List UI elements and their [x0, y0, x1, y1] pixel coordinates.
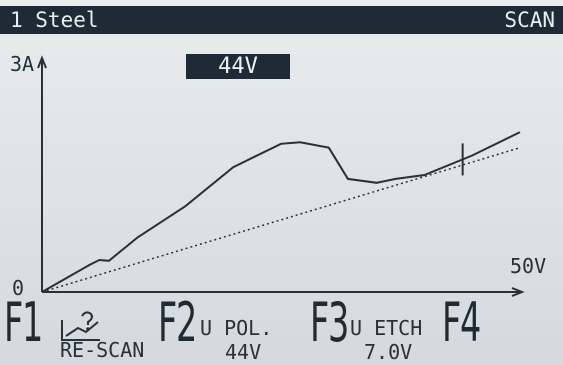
rescan-curve-icon — [61, 311, 100, 341]
origin-label: 0 — [12, 276, 25, 300]
f3-label[interactable]: U ETCH — [350, 316, 423, 340]
y-axis-max-label: 3A — [10, 52, 35, 76]
f1-label[interactable]: RE-SCAN — [60, 338, 145, 362]
x-axis-arrow — [511, 287, 525, 297]
f3-value: 7.0V — [364, 340, 413, 364]
program-name: 1 Steel — [10, 8, 99, 32]
mode-label: SCAN — [504, 8, 555, 32]
y-axis-arrow — [37, 55, 47, 69]
reference-line — [41, 146, 521, 293]
f1-key[interactable]: F1 — [4, 291, 43, 354]
f4-key[interactable]: F4 — [442, 291, 481, 354]
title-bar: 1 Steel SCAN — [0, 6, 563, 34]
f2-value: 44V — [225, 340, 262, 364]
series-layer — [41, 131, 521, 293]
voltage-readout: 44V — [186, 54, 290, 79]
current-curve — [41, 131, 521, 293]
f2-label[interactable]: U POL. — [200, 316, 273, 340]
f3-key[interactable]: F3 — [310, 291, 349, 354]
x-axis-max-label: 50V — [510, 254, 547, 278]
f2-key[interactable]: F2 — [158, 291, 197, 354]
